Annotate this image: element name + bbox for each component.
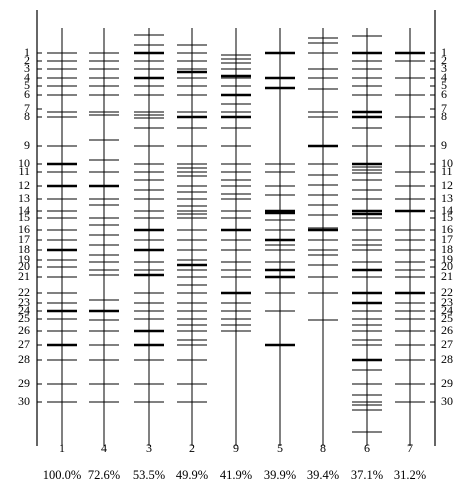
lane-percent: 49.9% (176, 468, 208, 482)
lane-label: 8 (320, 441, 326, 455)
row-label-right: 17 (441, 232, 453, 246)
row-label-left: 22 (18, 285, 30, 299)
row-label-right: 26 (441, 323, 453, 337)
row-label-left: 7 (24, 101, 30, 115)
row-label-left: 27 (18, 337, 30, 351)
row-label-right: 7 (441, 101, 447, 115)
row-label-left: 26 (18, 323, 30, 337)
lane-label: 5 (277, 441, 283, 455)
lane-percent: 39.4% (307, 468, 339, 482)
bands (47, 28, 425, 446)
row-label-left: 15 (18, 210, 30, 224)
row-label-right: 12 (441, 178, 453, 192)
row-label-left: 8 (24, 109, 30, 123)
row-label-left: 17 (18, 232, 30, 246)
row-label-right: 6 (441, 87, 447, 101)
lane-percent: 37.1% (351, 468, 383, 482)
lane-percent: 72.6% (88, 468, 120, 482)
row-label-right: 24 (441, 303, 453, 317)
row-label-right: 16 (441, 222, 453, 236)
row-label-left: 16 (18, 222, 30, 236)
row-label-left: 1 (24, 45, 30, 59)
lane-percent: 41.9% (220, 468, 252, 482)
lane-label: 6 (364, 441, 370, 455)
row-label-left: 14 (18, 203, 30, 217)
lane-label: 4 (101, 441, 107, 455)
row-label-right: 11 (441, 164, 453, 178)
row-label-right: 14 (441, 203, 453, 217)
row-label-left: 21 (18, 269, 30, 283)
row-label-right: 30 (441, 394, 453, 408)
row-label-right: 1 (441, 45, 447, 59)
row-label-right: 23 (441, 295, 453, 309)
row-label-left: 11 (18, 164, 30, 178)
row-label-right: 3 (441, 61, 447, 75)
lane-label: 1 (59, 441, 65, 455)
lane-label: 2 (189, 441, 195, 455)
row-label-right: 5 (441, 78, 447, 92)
row-label-left: 2 (24, 53, 30, 67)
row-label-left: 20 (18, 259, 30, 273)
row-label-right: 18 (441, 242, 453, 256)
row-label-right: 9 (441, 138, 447, 152)
row-label-left: 18 (18, 242, 30, 256)
row-label-right: 15 (441, 210, 453, 224)
row-label-right: 4 (441, 70, 447, 84)
row-label-right: 19 (441, 252, 453, 266)
lane-label: 7 (407, 441, 413, 455)
row-label-right: 22 (441, 285, 453, 299)
row-label-right: 8 (441, 109, 447, 123)
row-label-right: 28 (441, 352, 453, 366)
row-label-left: 23 (18, 295, 30, 309)
row-label-right: 29 (441, 376, 453, 390)
row-label-right: 20 (441, 259, 453, 273)
row-label-left: 29 (18, 376, 30, 390)
row-label-left: 28 (18, 352, 30, 366)
lane-percent: 39.9% (264, 468, 296, 482)
row-label-left: 13 (18, 191, 30, 205)
row-label-left: 9 (24, 138, 30, 152)
row-label-right: 21 (441, 269, 453, 283)
row-label-right: 25 (441, 311, 453, 325)
row-label-left: 3 (24, 61, 30, 75)
row-label-left: 5 (24, 78, 30, 92)
row-label-left: 12 (18, 178, 30, 192)
row-label-left: 19 (18, 252, 30, 266)
row-label-left: 25 (18, 311, 30, 325)
lane-percent: 53.5% (133, 468, 165, 482)
lane-percent: 100.0% (43, 468, 82, 482)
lane-label: 3 (146, 441, 152, 455)
row-label-left: 4 (24, 70, 30, 84)
row-label-right: 2 (441, 53, 447, 67)
row-label-right: 27 (441, 337, 453, 351)
row-label-left: 10 (18, 156, 30, 170)
row-label-right: 13 (441, 191, 453, 205)
row-label-left: 6 (24, 87, 30, 101)
row-label-left: 24 (18, 303, 30, 317)
lane-label: 9 (233, 441, 239, 455)
lane-percent: 31.2% (394, 468, 426, 482)
row-label-right: 10 (441, 156, 453, 170)
row-label-left: 30 (18, 394, 30, 408)
